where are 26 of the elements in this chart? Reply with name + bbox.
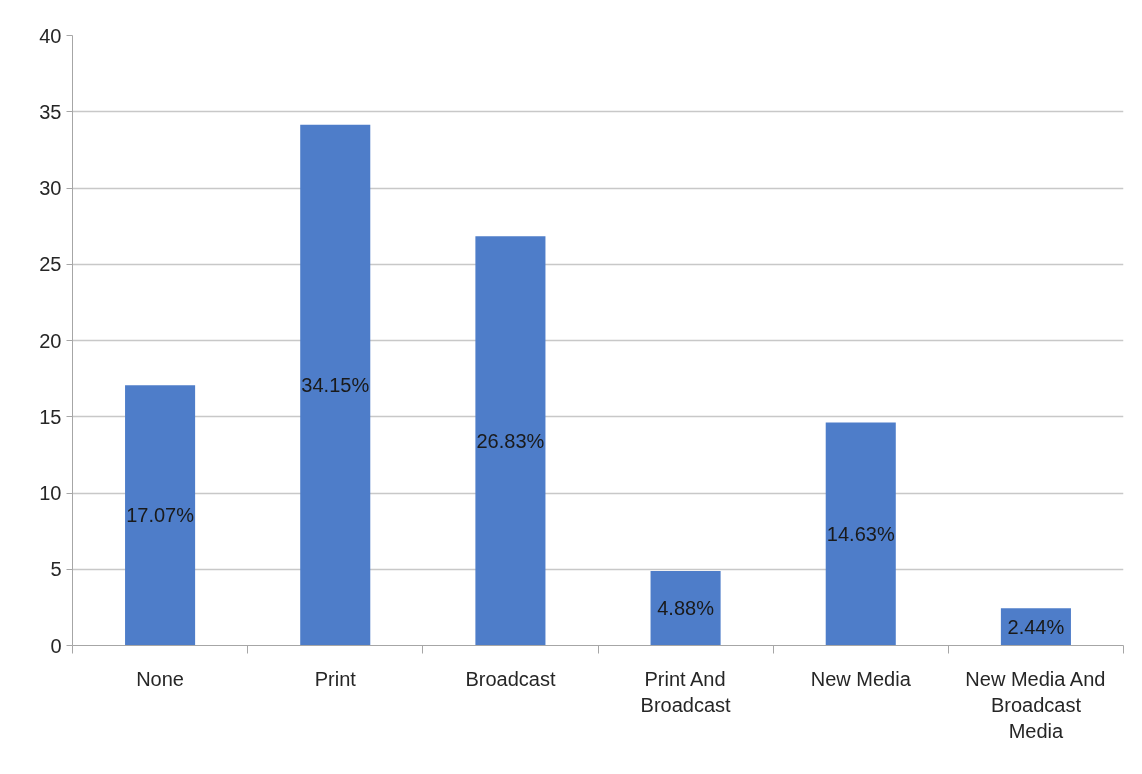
bar [475, 236, 546, 646]
data-label: 14.63% [826, 522, 895, 545]
bar [650, 571, 721, 646]
data-label: 4.88% [657, 597, 715, 620]
y-tick-label: 10 [39, 482, 62, 504]
x-tick-label: New Media And Broadcast Media [965, 667, 1106, 743]
y-tick-label: 15 [39, 405, 62, 428]
data-label: 34.15% [301, 374, 370, 397]
x-tick-label: Print And Broadcast [640, 667, 732, 716]
data-label: 17.07% [126, 504, 195, 527]
y-tick-label: 30 [39, 177, 62, 199]
x-tick-label: Broadcast [465, 667, 556, 690]
y-tick-label: 40 [39, 24, 62, 47]
y-tick-label: 0 [50, 634, 62, 657]
y-tick-label: 20 [39, 329, 62, 352]
data-label: 26.83% [476, 429, 545, 452]
bar [125, 385, 196, 646]
data-label: 2.44% [1007, 615, 1065, 638]
x-tick-label: New Media [810, 667, 912, 690]
bar [825, 422, 896, 646]
y-tick-label: 35 [39, 100, 62, 123]
bar [300, 124, 371, 646]
x-tick-label: Print [314, 667, 357, 690]
y-tick-label: 25 [39, 253, 62, 276]
x-tick-label: None [136, 667, 184, 690]
y-tick-label: 5 [50, 558, 62, 581]
